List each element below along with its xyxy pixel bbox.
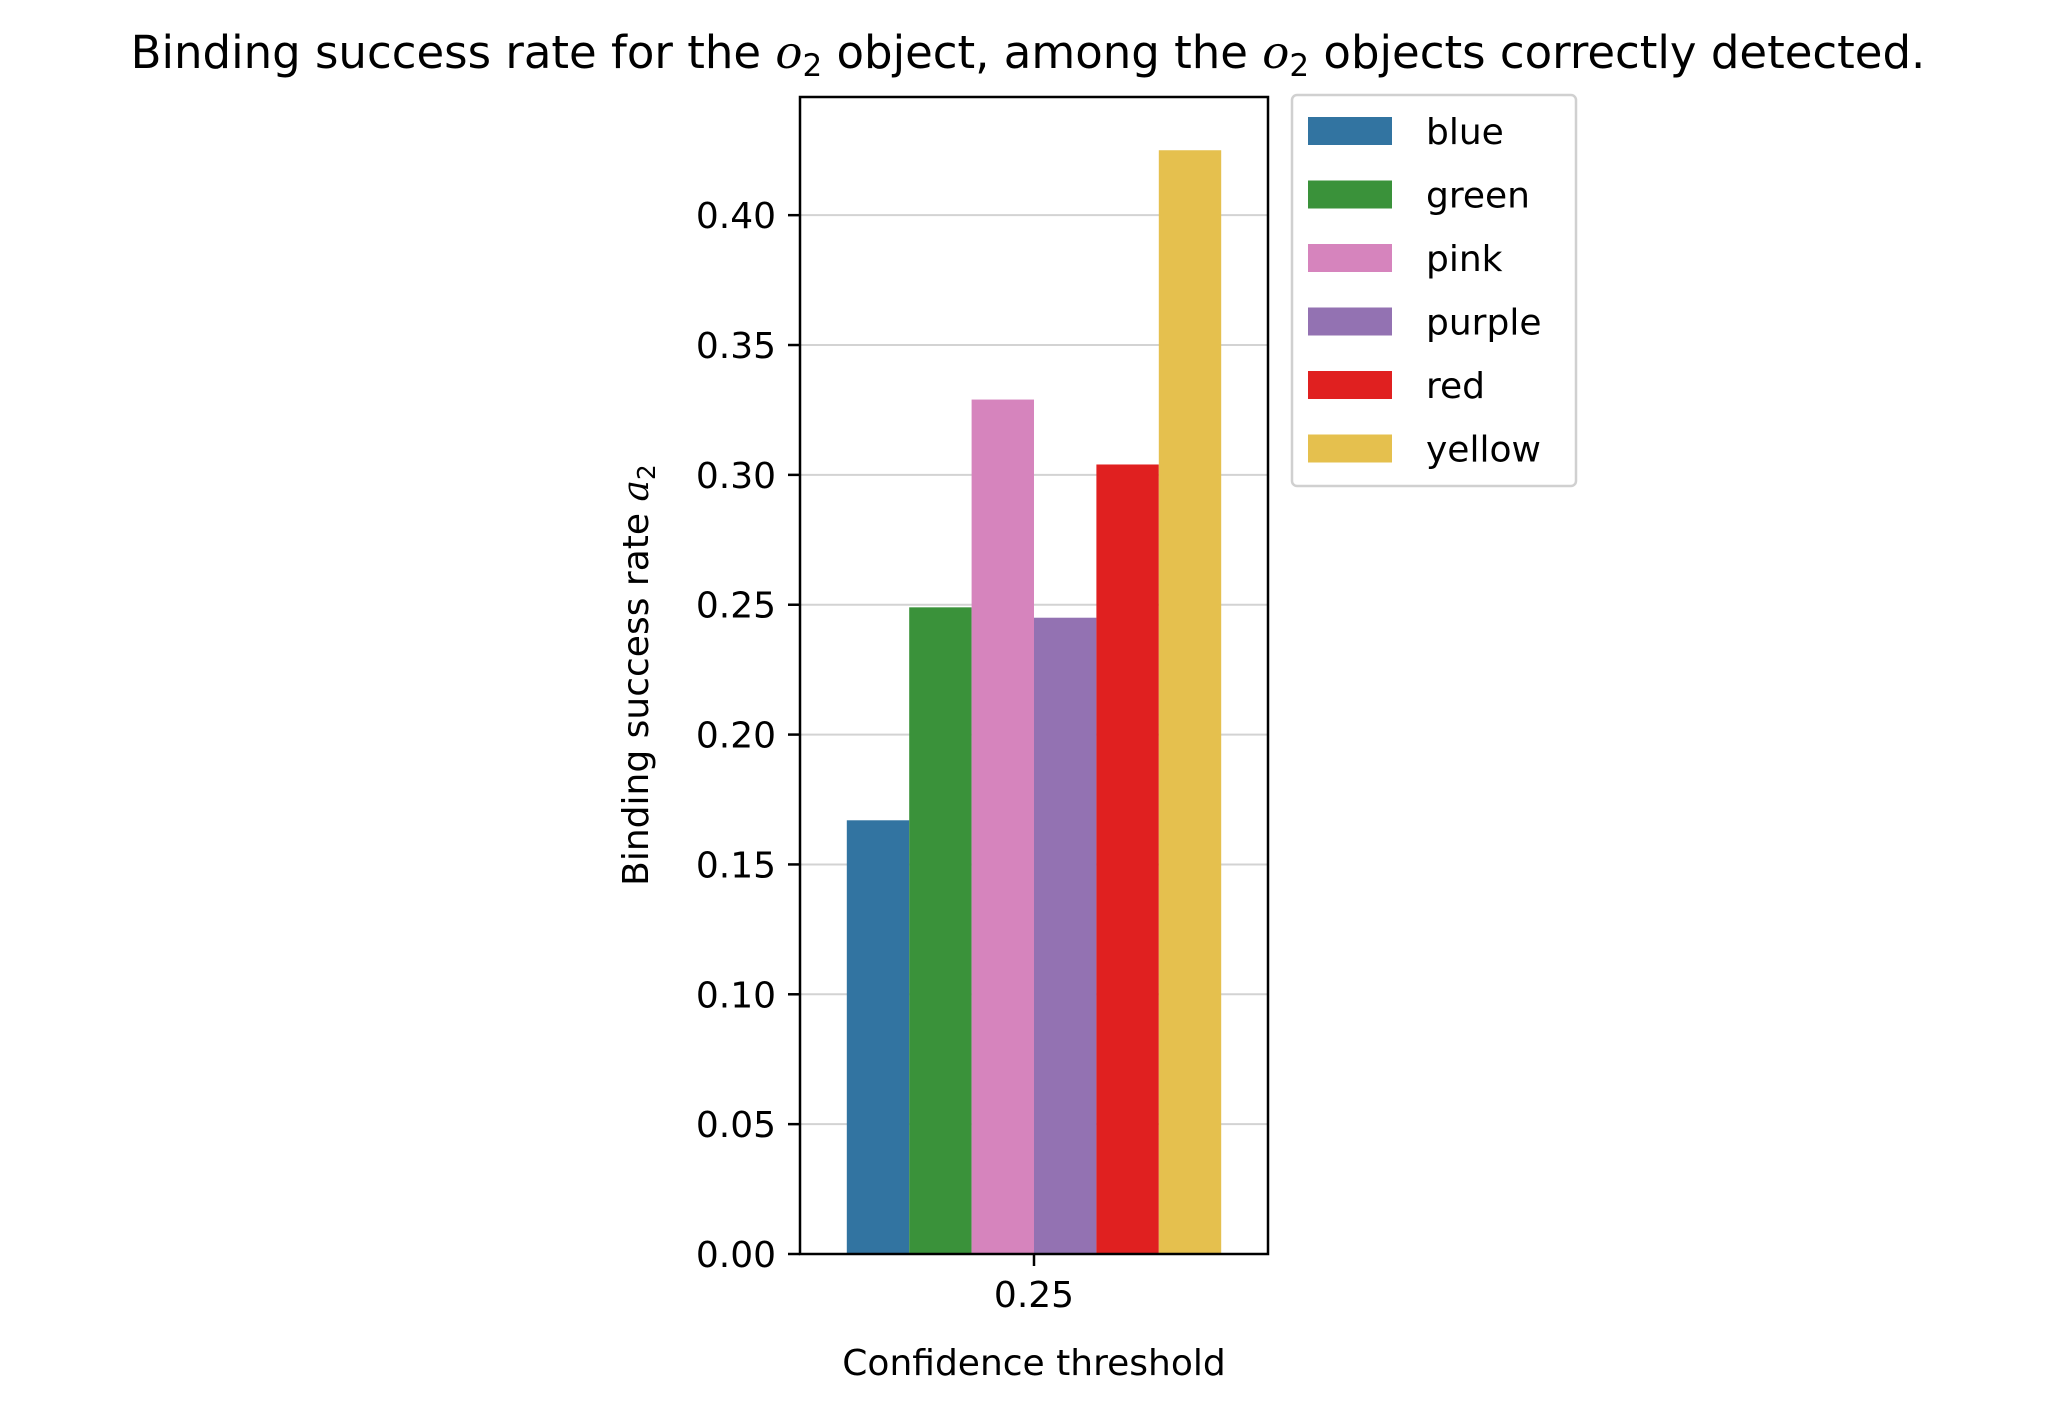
- bar-purple: [1034, 617, 1097, 1254]
- title-symbol-1: o: [775, 26, 802, 79]
- legend: blue green pink purple red yellow: [1290, 93, 1578, 488]
- y-tick-label: 0.25: [696, 586, 776, 627]
- bar-blue: [846, 820, 910, 1254]
- y-tick-label: 0.05: [696, 1105, 776, 1146]
- y-tick-label: 0.20: [696, 716, 776, 757]
- title-symbol-2-subscript: 2: [1289, 48, 1309, 84]
- legend-label-purple: purple: [1426, 303, 1541, 344]
- y-axis-label-text: Binding success rate: [616, 502, 657, 886]
- y-tick-label: 0.40: [696, 196, 776, 237]
- x-axis-label: Confidence threshold: [842, 1343, 1225, 1384]
- y-tick-label: 0.00: [696, 1235, 776, 1276]
- legend-label-red: red: [1426, 366, 1485, 407]
- bar-pink: [971, 399, 1034, 1254]
- bars: [846, 150, 1222, 1255]
- y-tick-label: 0.15: [696, 845, 776, 886]
- title-symbol-1-subscript: 2: [802, 48, 822, 84]
- y-axis-label: Binding success rate a2: [616, 464, 661, 886]
- bar-green: [909, 607, 972, 1254]
- legend-label-pink: pink: [1426, 239, 1503, 280]
- x-axis-ticks: 0.25: [994, 1254, 1074, 1316]
- legend-frame: [1290, 93, 1578, 488]
- title-prefix: Binding success rate for the: [131, 26, 776, 79]
- plot-area: 0.00 0.05 0.10 0.15 0.20 0.25 0.30 0.35 0.40 0.2…: [696, 95, 1270, 1316]
- y-axis-label-subscript: 2: [632, 464, 661, 480]
- bar-yellow: [1158, 150, 1222, 1254]
- legend-swatch-red: [1308, 371, 1392, 399]
- legend-swatch-green: [1308, 180, 1392, 209]
- title-suffix: objects correctly detected.: [1309, 26, 1925, 79]
- bar-red: [1096, 464, 1159, 1255]
- y-tick-label: 0.30: [696, 456, 776, 497]
- y-axis-label-symbol: a: [616, 480, 657, 501]
- chart-title: Binding success rate for the o2 object, …: [131, 26, 1926, 84]
- y-tick-label: 0.10: [696, 975, 776, 1016]
- y-tick-label: 0.35: [696, 326, 776, 367]
- y-axis-ticks: 0.00 0.05 0.10 0.15 0.20 0.25 0.30 0.35 0.40: [696, 196, 800, 1276]
- legend-swatch-yellow: [1308, 434, 1392, 463]
- legend-swatch-purple: [1308, 307, 1392, 336]
- legend-swatch-blue: [1308, 117, 1392, 145]
- legend-label-blue: blue: [1426, 112, 1504, 153]
- legend-label-green: green: [1426, 176, 1530, 217]
- legend-swatch-pink: [1308, 244, 1392, 272]
- x-tick-label: 0.25: [994, 1275, 1074, 1316]
- title-symbol-2: o: [1262, 26, 1289, 79]
- legend-label-yellow: yellow: [1426, 430, 1541, 471]
- title-middle: object, among the: [822, 26, 1262, 79]
